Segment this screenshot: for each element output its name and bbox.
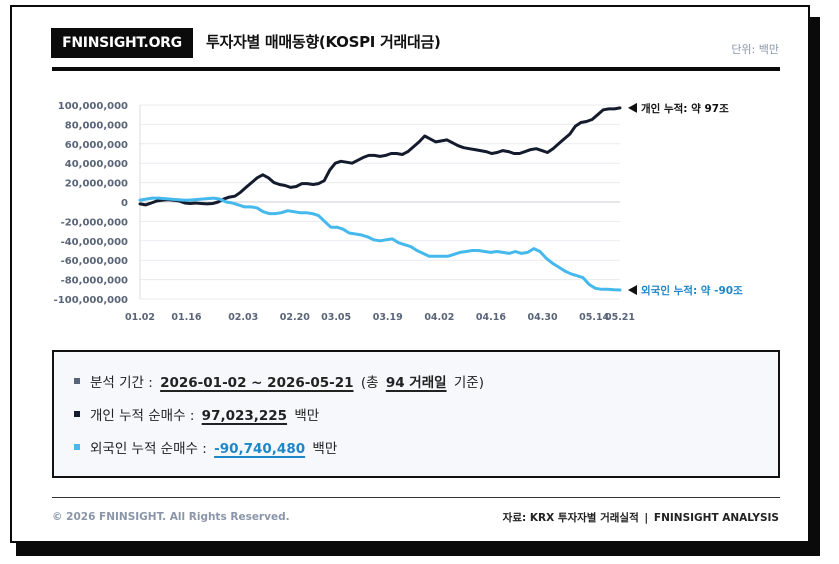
individual-bullet-icon [74, 411, 80, 417]
y-tick-label: -100,000,000 [54, 295, 128, 306]
foreign-end-label: 외국인 누적: 약 -90조 [641, 284, 743, 297]
individual-label: 개인 누적 순매수 : [90, 408, 195, 424]
copyright-text: © 2026 FNINSIGHT. All Rights Reserved. [52, 511, 290, 523]
source-separator: | [644, 512, 649, 524]
individual-value: 97,023,225 [201, 408, 288, 424]
x-tick-label: 02.20 [280, 312, 310, 323]
individual-series-line [138, 106, 622, 207]
individual-label-arrow-icon [628, 102, 637, 113]
unit-label: 단위: 백만 [731, 43, 779, 56]
summary-individual-row: 개인 누적 순매수 : 97,023,225 백만 [74, 404, 319, 424]
brand-logo: FNINSIGHT.ORG [51, 28, 193, 58]
y-tick-label: 40,000,000 [65, 159, 128, 170]
x-tick-label: 05.21 [605, 312, 635, 323]
y-tick-label: -80,000,000 [61, 276, 128, 287]
individual-unit: 백만 [294, 408, 320, 424]
period-prefix: (총 [360, 375, 379, 391]
y-tick-label: 0 [121, 198, 128, 209]
header-divider [52, 67, 780, 71]
summary-box: 분석 기간 : 2026-01-02 ~ 2026-05-21 (총 94 거래… [52, 350, 780, 478]
period-label: 분석 기간 : [90, 375, 153, 391]
y-tick-label: 80,000,000 [65, 120, 128, 131]
x-tick-label: 01.16 [171, 312, 201, 323]
source-text: 자료: KRX 투자자별 거래실적 [502, 512, 639, 524]
x-tick-label: 04.02 [424, 312, 454, 323]
y-tick-label: -40,000,000 [61, 237, 128, 248]
y-tick-label: 20,000,000 [65, 179, 128, 190]
period-days: 94 거래일 [385, 375, 447, 391]
foreign-label-arrow-icon [628, 285, 637, 296]
source-credit: 자료: KRX 투자자별 거래실적 | FNINSIGHT ANALYSIS [503, 510, 779, 525]
foreign-value: -90,740,480 [214, 441, 306, 457]
x-tick-label: 05.14 [579, 312, 609, 323]
foreign-unit: 백만 [312, 441, 338, 457]
foreign-label: 외국인 누적 순매수 : [90, 441, 207, 457]
summary-foreign-row: 외국인 누적 순매수 : -90,740,480 백만 [74, 437, 337, 457]
summary-period-row: 분석 기간 : 2026-01-02 ~ 2026-05-21 (총 94 거래… [74, 371, 484, 391]
foreign-bullet-icon [74, 444, 80, 450]
page-title: 투자자별 매매동향(KOSPI 거래대금) [206, 33, 441, 51]
y-tick-label: -60,000,000 [61, 256, 128, 267]
y-tick-label: 100,000,000 [58, 101, 128, 112]
x-tick-label: 03.05 [321, 312, 351, 323]
y-tick-label: 60,000,000 [65, 140, 128, 151]
period-bullet-icon [74, 378, 80, 384]
footer-divider [52, 497, 780, 498]
foreign-series-line [138, 196, 622, 292]
individual-end-label: 개인 누적: 약 97조 [641, 102, 729, 115]
y-tick-label: -20,000,000 [61, 217, 128, 228]
x-tick-label: 04.30 [528, 312, 558, 323]
cumulative-net-buy-chart: 100,000,000 80,000,000 60,000,000 40,000,00… [54, 101, 743, 323]
period-value: 2026-01-02 ~ 2026-05-21 [160, 375, 354, 391]
x-tick-label: 01.02 [125, 312, 155, 323]
x-tick-label: 03.19 [373, 312, 403, 323]
x-tick-label: 04.16 [476, 312, 506, 323]
x-tick-label: 02.03 [228, 312, 258, 323]
source-brand: FNINSIGHT ANALYSIS [653, 512, 779, 524]
period-suffix: 기준) [453, 375, 484, 391]
